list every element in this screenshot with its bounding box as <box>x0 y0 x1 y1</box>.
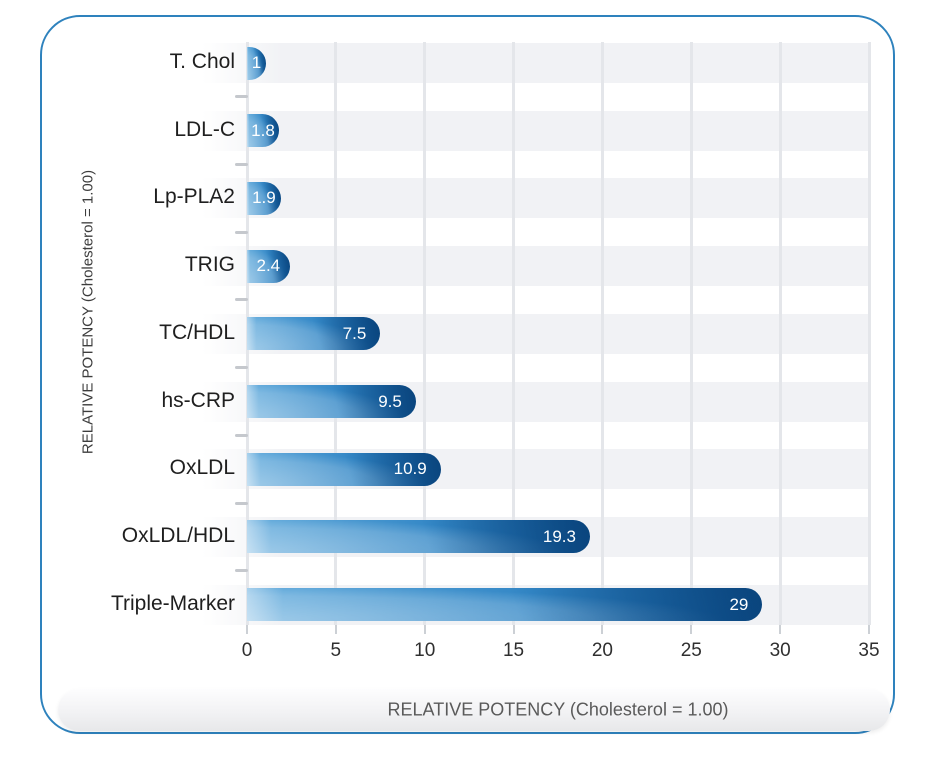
bar: 19.3 <box>247 520 590 554</box>
bar: 29 <box>247 588 763 622</box>
gridline <box>689 42 693 625</box>
bar-value-label: 1.8 <box>251 120 275 140</box>
bar: 7.5 <box>247 317 381 351</box>
category-label: Lp-PLA2 <box>153 185 235 209</box>
x-tick-label: 20 <box>591 640 613 661</box>
bar: 10.9 <box>247 452 441 486</box>
x-tick-label: 35 <box>858 640 880 661</box>
gridline <box>512 42 516 625</box>
bar: 9.5 <box>247 385 416 418</box>
row-band <box>202 110 869 151</box>
x-tick-label: 15 <box>502 640 525 661</box>
category-label: TC/HDL <box>159 320 235 344</box>
row-separator-dash <box>235 569 248 573</box>
bar-value-label: 19.3 <box>542 526 576 546</box>
category-label: LDL-C <box>174 117 235 141</box>
x-axis-tick <box>423 625 426 634</box>
x-tick-label: 25 <box>680 640 702 661</box>
row-separator-dash <box>235 501 248 505</box>
row-separator-dash <box>235 163 248 167</box>
plot-area: 0 5 10 15 20 25 30 35 T. Chol 1 LDL-C 1.8 Lp-PLA2 1.9… <box>111 42 880 661</box>
row-separator-dash <box>235 230 248 234</box>
category-label: OxLDL <box>169 456 235 480</box>
row-band <box>202 178 869 219</box>
x-tick-label: 0 <box>241 640 253 661</box>
bar-value-label: 1 <box>251 53 262 72</box>
x-axis-tick <box>601 625 604 634</box>
category-label: OxLDL/HDL <box>121 523 235 547</box>
x-axis-tick <box>334 625 337 634</box>
row-separator-dash <box>235 366 248 370</box>
x-tick-label: 30 <box>769 640 791 661</box>
gridline <box>423 42 427 625</box>
bar: 2.4 <box>247 249 290 283</box>
row-separator-dash <box>235 433 248 437</box>
bar: 1 <box>247 46 266 80</box>
bar-value-label: 1.9 <box>252 188 276 208</box>
bar: 1.8 <box>247 114 279 148</box>
x-axis-tick <box>690 625 693 634</box>
bar: 1.9 <box>247 181 281 215</box>
category-label: T. Chol <box>169 50 235 73</box>
bar-value-label: 2.4 <box>256 256 281 276</box>
x-axis-tick <box>779 625 782 634</box>
x-tick-label: 10 <box>414 640 436 661</box>
x-tick-label: 5 <box>330 640 342 661</box>
bar-value-label: 10.9 <box>393 459 427 479</box>
gridline <box>600 42 604 625</box>
row-band <box>202 43 869 83</box>
bar-value-label: 9.5 <box>378 391 402 411</box>
category-label: hs-CRP <box>161 388 235 412</box>
bar-value-label: 7.5 <box>342 323 367 343</box>
bar-value-label: 29 <box>729 594 749 614</box>
gridline <box>867 42 871 625</box>
gridline <box>778 42 782 625</box>
row-band <box>202 246 869 287</box>
x-axis-tick <box>246 625 248 634</box>
x-axis-tick <box>868 625 870 634</box>
card-border <box>40 15 895 734</box>
category-label: Triple-Marker <box>110 591 235 615</box>
category-label: TRIG <box>184 253 235 277</box>
x-axis-title-banner: RELATIVE POTENCY (Cholesterol = 1.00) <box>58 689 890 731</box>
x-axis-tick <box>512 625 515 634</box>
row-separator-dash <box>235 298 248 302</box>
x-axis-title: RELATIVE POTENCY (Cholesterol = 1.00) <box>387 699 729 720</box>
row-separator-dash <box>235 95 248 99</box>
